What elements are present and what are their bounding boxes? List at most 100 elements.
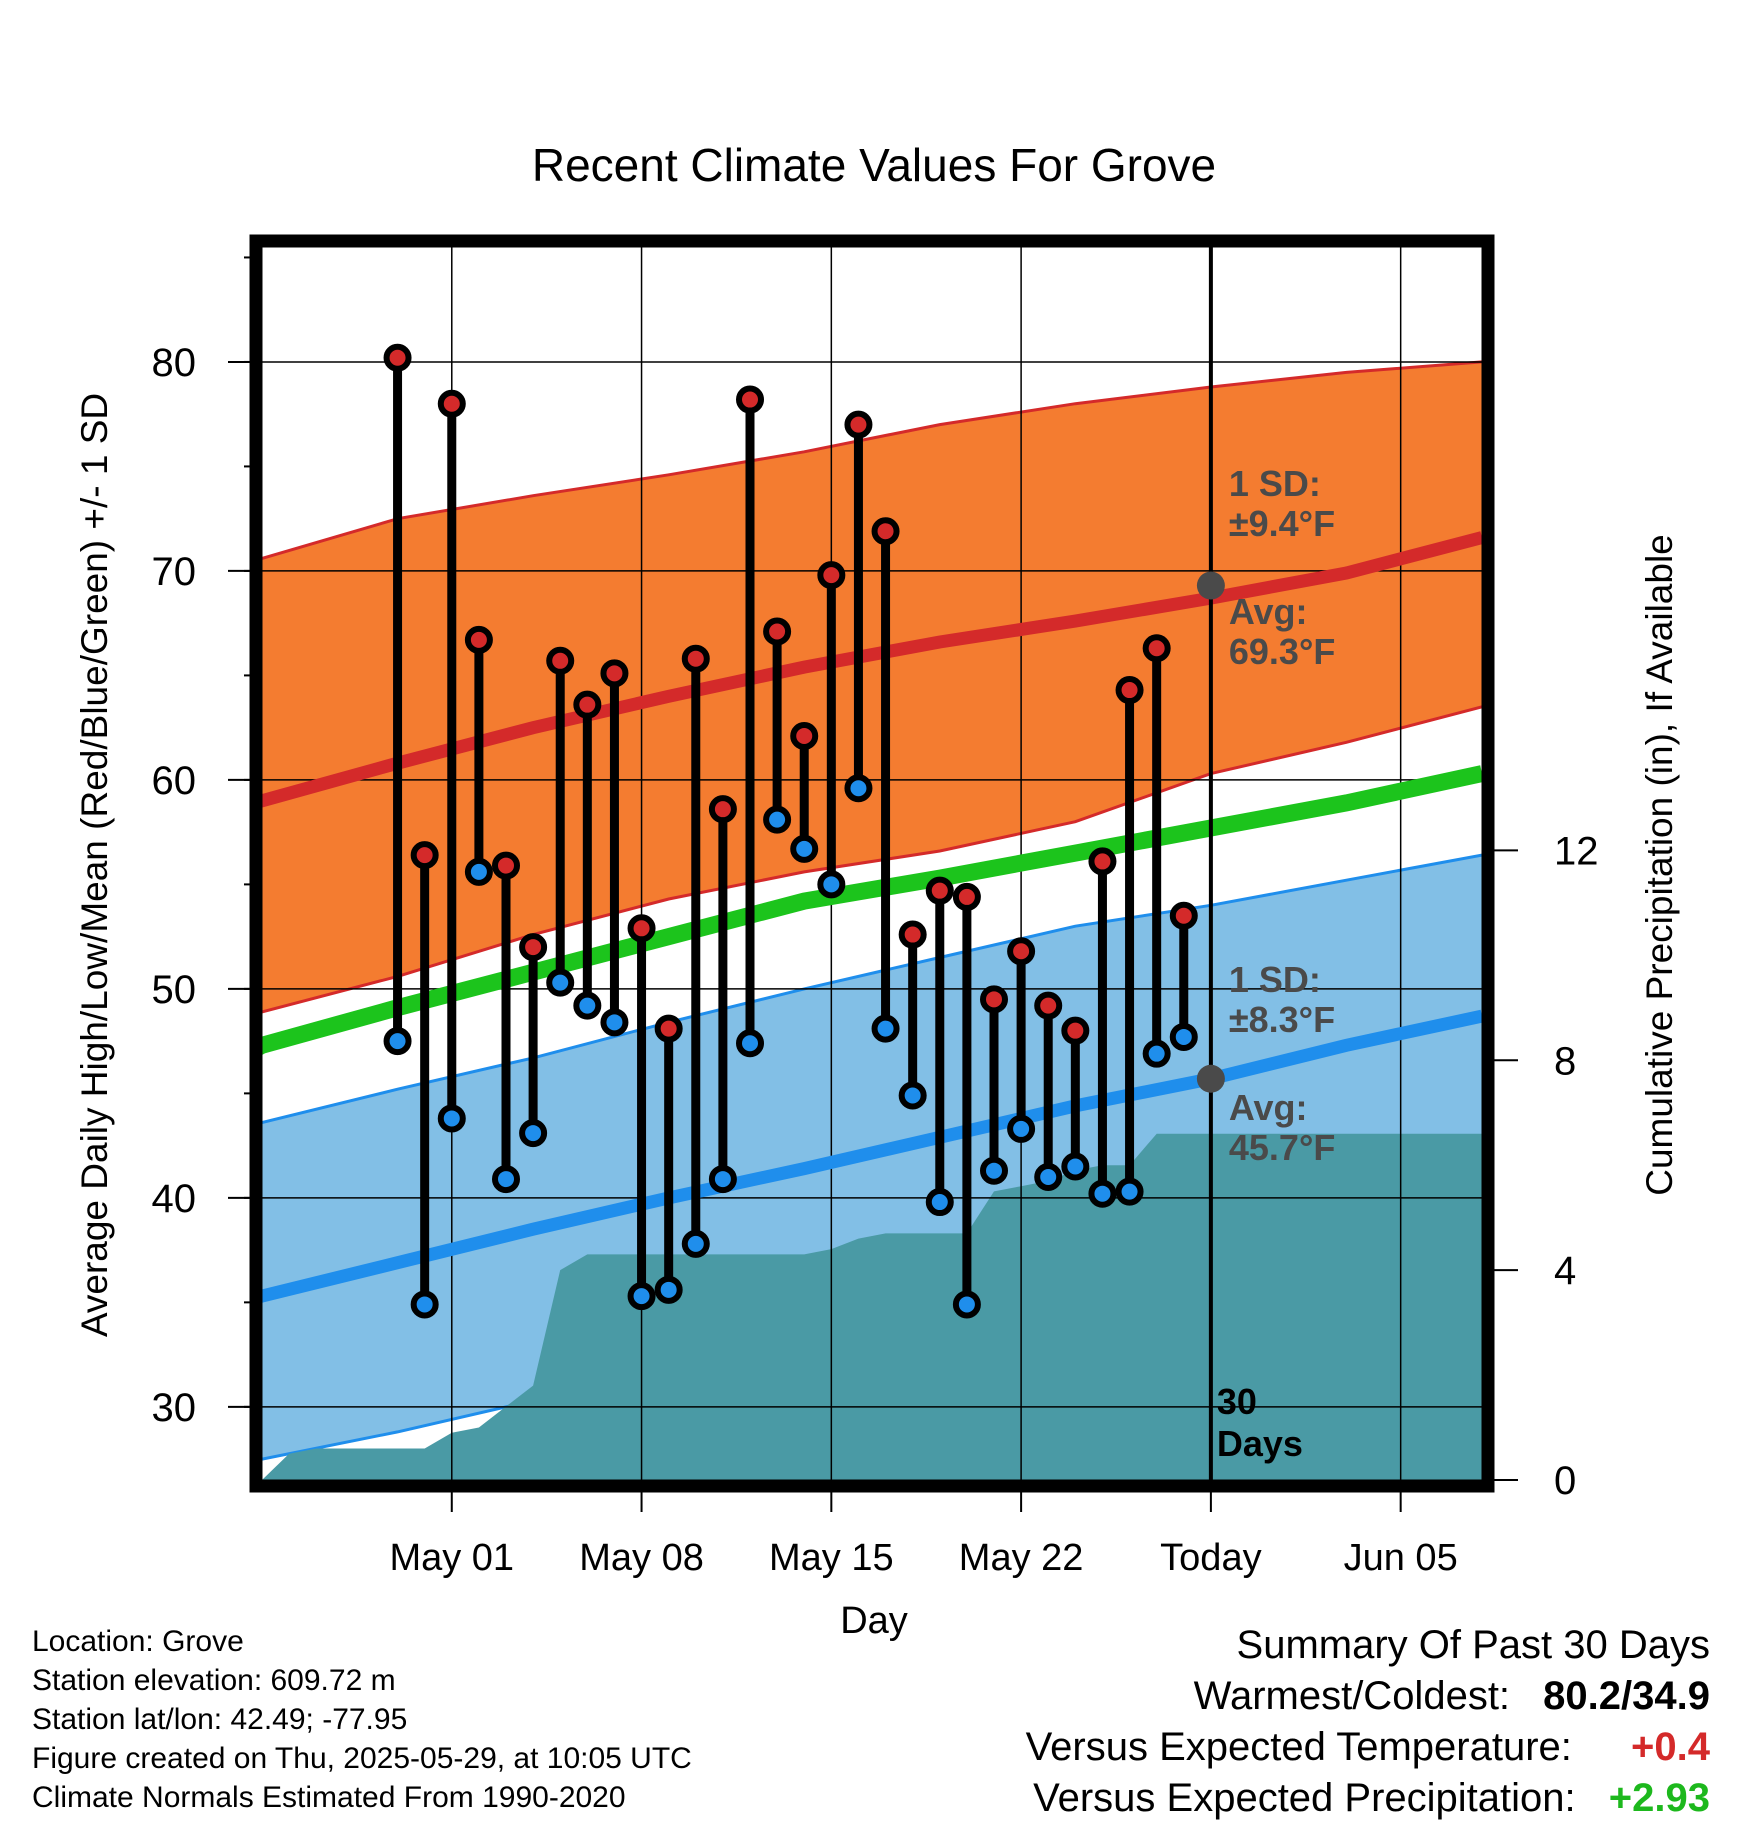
daily-low-point (492, 1165, 520, 1194)
high-sd-label: 1 SD: (1229, 463, 1321, 504)
latlon-text: Station lat/lon: 42.49; -77.95 (32, 1703, 408, 1736)
high-avg-label: Avg: (1229, 591, 1308, 632)
today-avg-low-marker (1196, 1064, 1225, 1093)
summary-title: Summary Of Past 30 Days (1236, 1623, 1710, 1667)
daily-low-point (654, 1275, 683, 1304)
days-count-label: 30 (1217, 1381, 1257, 1422)
y-tick-label: 30 (152, 1386, 197, 1430)
daily-low-point (736, 1029, 764, 1058)
daily-high-point (1142, 634, 1171, 663)
daily-low-point (464, 857, 493, 886)
high-avg-value: 69.3°F (1229, 631, 1335, 672)
daily-high-point (546, 646, 575, 675)
daily-high-point (600, 659, 629, 688)
daily-high-point (519, 933, 548, 962)
y-axis-label: Average Daily High/Low/Mean (Red/Blue/Gr… (74, 393, 115, 1337)
y2-axis-label: Cumulative Precipitation (in), If Availa… (1639, 534, 1680, 1196)
daily-high-point (1115, 676, 1144, 705)
daily-high-point (1034, 991, 1063, 1020)
daily-high-point (925, 876, 954, 905)
daily-high-point (437, 389, 466, 418)
high-sd-band (262, 361, 1482, 1012)
daily-low-point (708, 1165, 737, 1194)
daily-low-point (546, 968, 575, 997)
daily-high-point (573, 690, 602, 719)
daily-high-point (1061, 1016, 1090, 1045)
daily-low-point (1061, 1152, 1090, 1181)
temp-departure-value: +0.4 (1631, 1725, 1710, 1769)
daily-low-point (600, 1008, 629, 1037)
daily-low-point (1169, 1022, 1198, 1051)
warmest-coldest-value: 80.2/34.9 (1543, 1674, 1710, 1718)
precip-departure-value: +2.93 (1608, 1776, 1710, 1820)
daily-high-point (464, 625, 493, 654)
y2-tick-label: 4 (1554, 1249, 1576, 1293)
daily-high-point (763, 617, 792, 646)
daily-low-point (1007, 1114, 1036, 1143)
x-tick-label: May 01 (389, 1537, 514, 1579)
daily-high-point (627, 914, 656, 943)
location-text: Location: Grove (32, 1625, 244, 1658)
warmest-coldest-label: Warmest/Coldest: (1193, 1674, 1511, 1718)
y2-tick-label: 0 (1554, 1459, 1576, 1503)
x-tick-label: May 15 (769, 1537, 894, 1579)
daily-high-point (898, 920, 927, 949)
temp-departure-label: Versus Expected Temperature: (1025, 1725, 1572, 1769)
daily-high-point (1088, 847, 1117, 876)
daily-high-point (790, 722, 819, 751)
daily-low-point (925, 1188, 954, 1217)
daily-low-point (410, 1290, 439, 1319)
daily-low-point (627, 1282, 656, 1311)
y-tick-label: 40 (152, 1177, 197, 1221)
daily-low-point (871, 1014, 900, 1043)
low-avg-value: 45.7°F (1229, 1127, 1335, 1168)
x-tick-label: May 08 (579, 1537, 704, 1579)
daily-low-point (573, 991, 602, 1020)
temp-departure-row: Versus Expected Temperature: +0.4 (1026, 1722, 1710, 1773)
warmest-coldest-row: Warmest/Coldest: 80.2/34.9 (1026, 1671, 1710, 1722)
daily-low-point (519, 1119, 548, 1148)
daily-high-point (410, 841, 439, 870)
low-sd-label: 1 SD: (1229, 959, 1321, 1000)
y-tick-label: 80 (152, 341, 197, 385)
daily-low-point (1034, 1162, 1063, 1191)
chart-title: Recent Climate Values For Grove (532, 139, 1216, 191)
plot-content (262, 247, 1482, 1480)
x-axis-label: Day (840, 1600, 908, 1642)
y-tick-label: 60 (152, 759, 197, 803)
daily-low-point (844, 774, 873, 803)
days-text-label: Days (1217, 1423, 1303, 1464)
daily-high-point (980, 985, 1008, 1014)
x-tick-label: Today (1160, 1537, 1261, 1579)
daily-high-point (681, 644, 710, 673)
precip-departure-label: Versus Expected Precipitation: (1033, 1776, 1576, 1820)
precip-area (262, 1133, 1482, 1480)
daily-high-point (1007, 937, 1036, 966)
daily-low-point (898, 1081, 927, 1110)
daily-high-point (654, 1014, 683, 1043)
normal-high-line (262, 531, 1482, 808)
daily-low-point (1088, 1179, 1117, 1208)
plot-frame (249, 234, 1495, 1493)
low-avg-label: Avg: (1229, 1087, 1308, 1128)
daily-high-point (817, 561, 846, 590)
y2-tick-label: 12 (1554, 829, 1599, 873)
x-tick-label: Jun 05 (1344, 1537, 1458, 1579)
daily-high-point (1169, 901, 1198, 930)
summary-panel: Summary Of Past 30 Days Warmest/Coldest:… (1026, 1620, 1710, 1824)
low-sd-value: ±8.3°F (1229, 999, 1335, 1040)
x-tick-label: May 22 (959, 1537, 1084, 1579)
daily-high-point (844, 410, 873, 439)
daily-high-point (492, 851, 520, 880)
y-tick-label: 70 (152, 550, 197, 594)
precip-departure-row: Versus Expected Precipitation: +2.93 (1026, 1773, 1710, 1824)
daily-low-point (763, 805, 792, 834)
daily-low-point (1115, 1177, 1144, 1206)
y-tick-label: 50 (152, 968, 197, 1012)
daily-low-point (817, 870, 846, 899)
daily-high-point (871, 517, 900, 546)
daily-low-point (437, 1104, 466, 1133)
daily-low-point (790, 834, 819, 863)
